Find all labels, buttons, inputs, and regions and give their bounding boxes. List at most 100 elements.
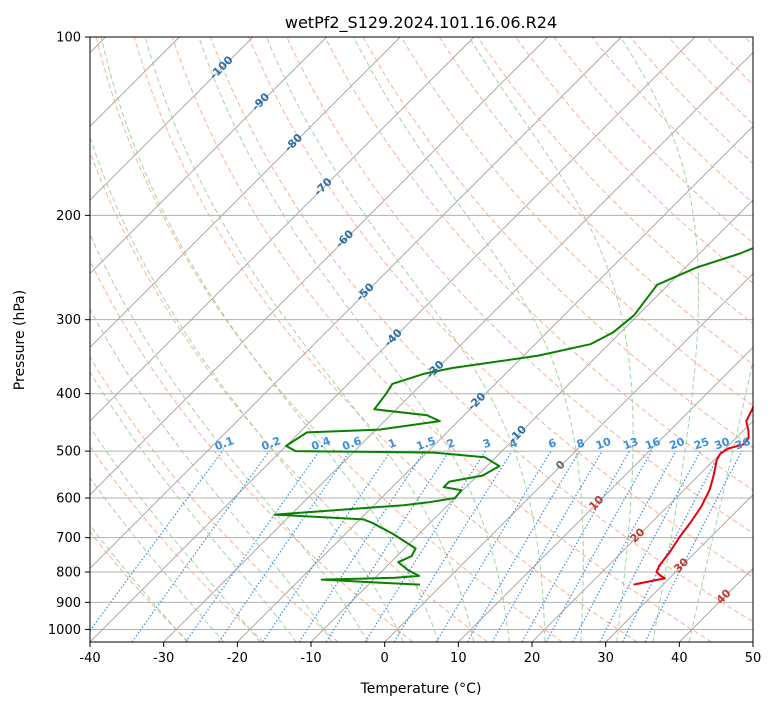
isotherm-line [90, 37, 696, 642]
mixing-ratio-label: 2 [445, 436, 457, 451]
moist-adiabat [468, 37, 634, 642]
mixing-ratio-label: 13 [621, 435, 640, 452]
dry-adiabat [210, 37, 753, 623]
dry-adiabat [133, 37, 638, 642]
mixing-ratio-line [325, 450, 450, 642]
dry-adiabat [90, 259, 414, 642]
mixing-ratio-label: 25 [692, 435, 711, 452]
mixing-ratio-line [572, 450, 677, 642]
x-axis-label: Temperature (°C) [360, 681, 482, 697]
mixing-ratio-line [364, 450, 486, 642]
moist-adiabat [198, 37, 510, 642]
moist-adiabat [90, 233, 369, 642]
mixing-ratio-line [218, 450, 351, 642]
isotherm-line [90, 37, 475, 422]
y-tick-label: 600 [56, 492, 81, 507]
x-tick-label: 50 [745, 651, 762, 666]
dry-adiabat [286, 37, 753, 534]
x-tick-label: -20 [227, 651, 248, 666]
y-tick-label: 100 [56, 31, 81, 46]
mixing-ratio-label: 1.5 [415, 434, 438, 453]
isotherm-line [237, 125, 753, 642]
x-tick-label: 10 [450, 651, 467, 666]
y-tick-label: 500 [56, 445, 81, 460]
mixing-ratio-label: 0.6 [340, 434, 363, 453]
mixing-ratio-label: 0.4 [310, 434, 333, 453]
chart-title: wetPf2_S129.2024.101.16.06.R24 [285, 13, 557, 33]
dry-adiabat [324, 37, 753, 491]
dry-adiabat [171, 37, 712, 642]
isotherm-line [90, 37, 401, 348]
mixing-ratio-label: 0.1 [213, 434, 236, 453]
mixing-ratio-label: 8 [575, 436, 587, 451]
moist-adiabat [90, 135, 404, 642]
dry-adiabat [400, 37, 753, 407]
dry-adiabat [90, 531, 190, 642]
isotherm-line [90, 37, 254, 201]
mixing-ratio-line [435, 450, 552, 642]
x-tick-label: -40 [79, 651, 100, 666]
x-tick-label: 40 [671, 651, 688, 666]
moist-adiabat [688, 358, 753, 642]
mixing-ratio-line [131, 450, 270, 642]
mixing-ratio-label: 36 [733, 435, 752, 453]
mixing-ratio-line [185, 450, 320, 642]
dry-adiabat [90, 150, 488, 642]
dry-adiabat [248, 37, 753, 578]
dry-adiabat [90, 356, 339, 642]
moist-adiabat [90, 426, 261, 642]
y-tick-label: 300 [56, 313, 81, 328]
mixing-ratio-label: 3 [481, 436, 493, 451]
mixing-ratio-line [298, 450, 425, 642]
isotherm-line [90, 37, 622, 569]
isotherm-line [90, 37, 327, 275]
mixing-ratio-line [545, 450, 653, 642]
isotherm-line [531, 420, 753, 642]
mixing-ratio-label: 16 [643, 435, 662, 453]
y-tick-label: 1000 [48, 623, 81, 638]
moist-adiabat [90, 308, 333, 642]
mixing-ratio-line [599, 450, 702, 642]
x-tick-label: 30 [597, 651, 614, 666]
dry-adiabat [515, 37, 753, 284]
moist-adiabat [90, 476, 225, 642]
moist-adiabat [100, 37, 439, 642]
y-axis-label: Pressure (hPa) [12, 290, 28, 390]
dry-adiabat [362, 37, 753, 449]
temperature-profile-line [633, 404, 753, 586]
mixing-ratio-label: 30 [713, 435, 732, 453]
mixing-ratio-line [90, 450, 223, 632]
moist-adiabat [144, 37, 475, 642]
x-tick-label: -30 [153, 651, 174, 666]
dewpoint-profile-line [273, 247, 753, 586]
isotherm-line [90, 37, 548, 496]
plot-frame [89, 36, 754, 643]
y-tick-label: 200 [56, 209, 81, 224]
moist-adiabat [266, 37, 546, 642]
mixing-ratio-label: 10 [594, 435, 613, 453]
mixing-ratio-label: 6 [546, 436, 558, 451]
x-tick-label: 20 [524, 651, 541, 666]
moist-adiabat [353, 37, 584, 642]
isotherm-line [458, 346, 753, 642]
mixing-ratio-line [521, 450, 631, 642]
isotherm-line [163, 52, 753, 642]
mixing-ratio-label: 4 [508, 436, 520, 451]
x-tick-label: -10 [300, 651, 321, 666]
y-tick-label: 400 [56, 387, 81, 402]
mixing-ratio-line [262, 450, 392, 642]
mixing-ratio-line [644, 450, 743, 642]
y-tick-label: 900 [56, 596, 81, 611]
mixing-ratio-label: 1 [386, 436, 398, 451]
y-tick-label: 700 [56, 531, 81, 546]
y-tick-label: 800 [56, 566, 81, 581]
mixing-ratio-line [393, 450, 513, 642]
moist-adiabat [620, 37, 700, 642]
isotherm-line [384, 273, 753, 642]
x-tick-label: 0 [381, 651, 389, 666]
mixing-ratio-label: 20 [668, 435, 687, 453]
mixing-ratio-label: 0.2 [260, 434, 283, 453]
isotherm-line [605, 494, 753, 642]
